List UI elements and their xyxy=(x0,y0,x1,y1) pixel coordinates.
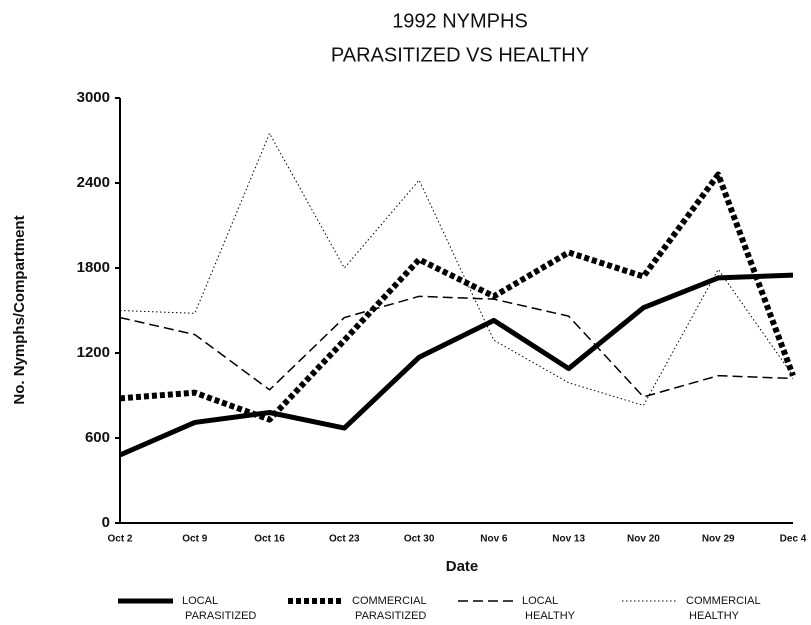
x-tick-label: Nov 6 xyxy=(480,534,508,545)
x-tick-label: Oct 16 xyxy=(254,534,285,545)
chart-title: 1992 NYMPHS xyxy=(392,10,528,32)
series-line xyxy=(119,171,796,423)
y-tick-label: 1800 xyxy=(77,259,110,276)
x-tick-label: Nov 29 xyxy=(702,534,735,545)
x-tick-label: Oct 30 xyxy=(404,534,435,545)
y-tick-label: 0 xyxy=(102,514,110,531)
x-tick-label: Oct 23 xyxy=(329,534,360,545)
legend-label: COMMERCIAL PARASITIZED xyxy=(352,595,427,622)
legend-label: LOCAL HEALTHY xyxy=(522,595,576,622)
x-axis-label: Date xyxy=(446,558,479,575)
y-tick-label: 1200 xyxy=(77,344,110,361)
x-tick-label: Dec 4 xyxy=(780,534,807,545)
chart-subtitle: PARASITIZED VS HEALTHY xyxy=(331,44,589,66)
y-tick-label: 600 xyxy=(85,429,110,446)
legend-label: COMMERCIAL HEALTHY xyxy=(686,595,761,622)
x-tick-label: Oct 2 xyxy=(107,534,132,545)
series-line xyxy=(119,295,794,398)
legend-label: LOCAL PARASITIZED xyxy=(182,595,256,622)
x-tick-label: Nov 20 xyxy=(627,534,660,545)
series-line xyxy=(119,132,794,406)
y-axis-label: No. Nymphs/Compartment xyxy=(11,215,28,404)
series-line xyxy=(119,272,794,458)
y-tick-label: 2400 xyxy=(77,174,110,191)
x-tick-label: Oct 9 xyxy=(182,534,207,545)
x-tick-label: Nov 13 xyxy=(552,534,585,545)
y-tick-label: 3000 xyxy=(77,89,110,106)
